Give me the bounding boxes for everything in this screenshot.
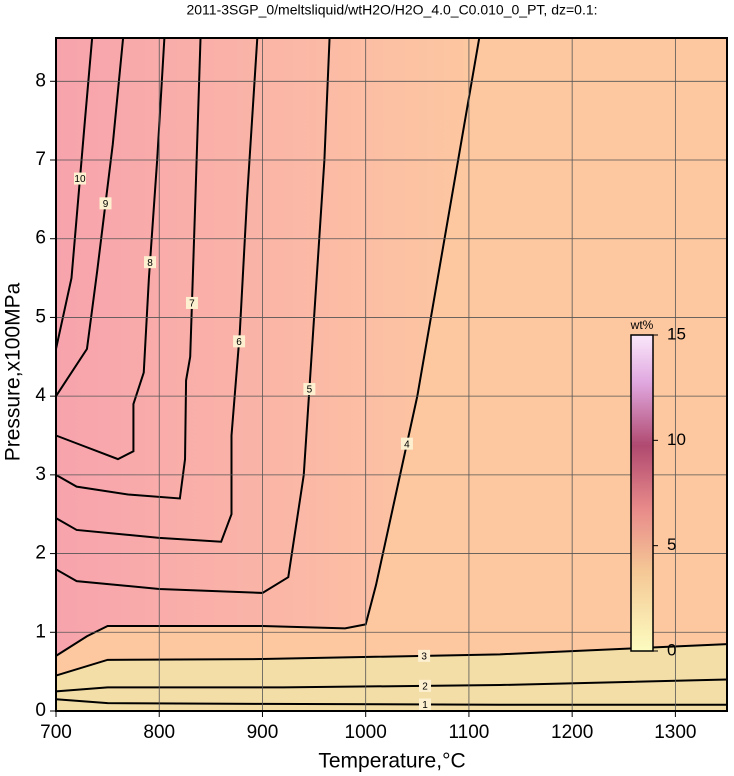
high-water-field	[56, 38, 480, 656]
contour-label-bg	[185, 296, 198, 309]
contour-label-bg	[418, 698, 431, 711]
chart-title: 2011-3SGP_0/meltsliquid/wtH2O/H2O_4.0_C0…	[186, 2, 597, 18]
plot-frame	[55, 37, 728, 712]
x-tick-label: 800	[143, 722, 175, 743]
contour-line	[55, 37, 481, 657]
y-tick-label: 6	[35, 228, 46, 249]
contour-label: 7	[189, 299, 195, 310]
x-tick-label: 1100	[448, 722, 489, 743]
contour-label-bg	[99, 197, 112, 210]
y-tick-label: 7	[35, 149, 46, 170]
contour-label: 9	[103, 199, 109, 210]
x-tick-label: 1000	[345, 722, 387, 743]
colorbar-tick-label: 15	[667, 324, 686, 343]
y-axis-label: Pressure,x100MPa	[2, 282, 25, 461]
colorbar	[630, 334, 654, 652]
x-tick-label: 900	[247, 722, 279, 743]
contour-label: 1	[422, 700, 428, 711]
contour-label: 8	[147, 258, 153, 269]
contour-line	[55, 37, 94, 350]
contour-label-bg	[400, 437, 413, 450]
contour-label-bg	[73, 172, 86, 185]
contour-line	[55, 37, 331, 594]
y-tick-label: 4	[35, 385, 46, 406]
contour-label: 2	[422, 681, 428, 692]
contour-label-bg	[144, 256, 157, 269]
x-tick-label: 700	[40, 722, 72, 743]
contour-label-bg	[418, 649, 431, 662]
contour-line	[55, 37, 166, 461]
contour-label: 10	[74, 174, 86, 185]
contour-line	[55, 37, 259, 543]
contour-line	[55, 678, 728, 693]
contour-label-bg	[303, 383, 316, 396]
y-tick-label: 5	[35, 306, 46, 327]
colorbar-label: wt%	[630, 318, 654, 332]
x-tick-label: 1300	[654, 722, 696, 743]
contour-label: 3	[421, 651, 427, 662]
colorbar-tick-label: 10	[667, 430, 686, 449]
colorbar-tick-label: 5	[667, 535, 676, 554]
y-tick-label: 2	[35, 543, 46, 564]
y-tick-label: 8	[35, 70, 46, 91]
contour-label: 5	[307, 385, 313, 396]
contour-label-bg	[233, 335, 246, 348]
x-tick-label: 1200	[551, 722, 593, 743]
contour-label: 6	[236, 337, 242, 348]
contour-label-bg	[419, 679, 432, 692]
colorbar-tick-label: 0	[667, 640, 676, 659]
contour-label: 4	[404, 439, 410, 450]
y-tick-label: 3	[35, 464, 46, 485]
x-axis-label: Temperature,°C	[318, 750, 465, 773]
contour-line	[55, 37, 125, 397]
contour-line	[55, 37, 202, 500]
y-tick-label: 1	[35, 621, 46, 642]
y-tick-label: 0	[35, 700, 46, 721]
low-water-field	[56, 644, 727, 711]
